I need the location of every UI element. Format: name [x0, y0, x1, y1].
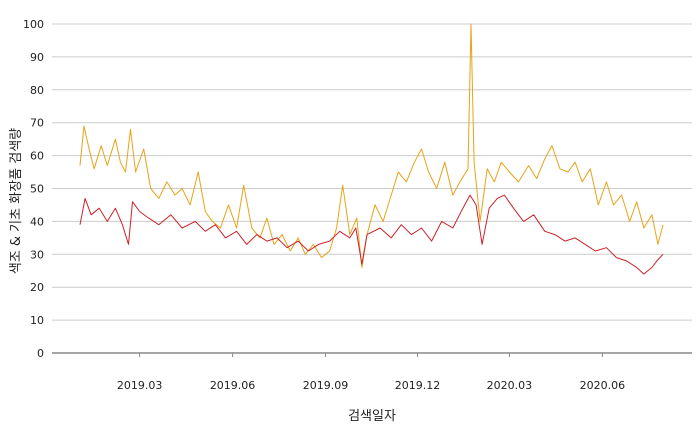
y-tick-label: 30: [30, 248, 44, 261]
y-tick-label: 70: [30, 117, 44, 130]
grid-lines: [52, 23, 692, 321]
axes: [52, 352, 692, 357]
series-line-1: [79, 23, 664, 268]
y-tick-label: 20: [30, 281, 44, 294]
x-tick-label: 2020.03: [487, 379, 533, 392]
y-tick-label: 50: [30, 183, 44, 196]
y-axis-title: 색조 & 기초 화장품 검색량: [9, 128, 24, 274]
y-tick-label: 80: [30, 84, 44, 97]
y-tick-label: 0: [37, 347, 44, 360]
y-tick-label: 100: [23, 18, 44, 31]
x-tick-label: 2019.03: [117, 379, 163, 392]
x-tick-label: 2019.09: [303, 379, 349, 392]
y-tick-labels: 0 10 20 30 40 50 60 70 80 90 100: [23, 18, 44, 360]
y-tick-label: 90: [30, 51, 44, 64]
x-tick-label: 2019.12: [395, 379, 441, 392]
x-tick-labels: 2019.03 2019.06 2019.09 2019.12 2020.03 2020.…: [117, 379, 625, 392]
y-tick-label: 40: [30, 215, 44, 228]
y-tick-label: 10: [30, 314, 44, 327]
series-line-2: [79, 194, 664, 275]
x-axis-title: 검색일자: [348, 409, 396, 424]
x-tick-label: 2019.06: [210, 379, 256, 392]
x-tick-label: 2020.06: [580, 379, 626, 392]
y-tick-label: 60: [30, 150, 44, 163]
series-layer: [79, 23, 664, 275]
